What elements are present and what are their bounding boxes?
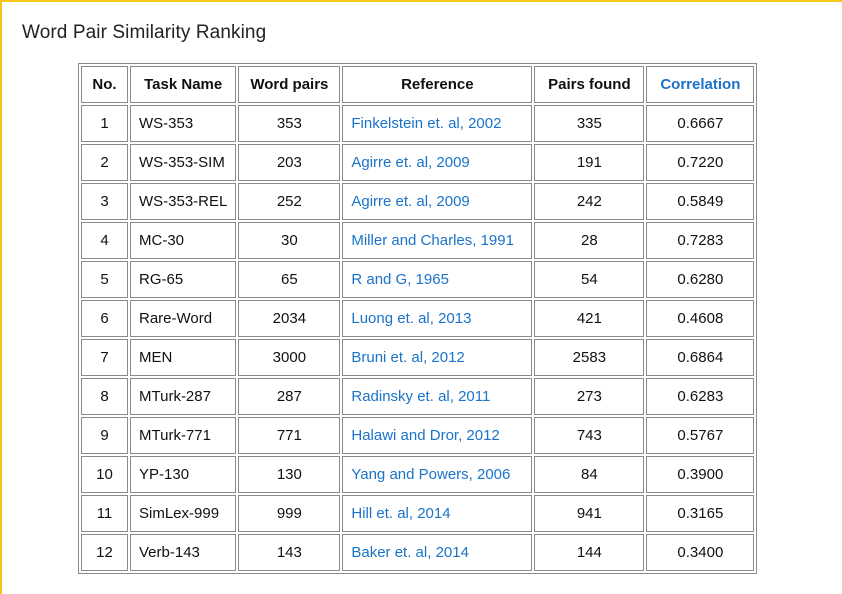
cell-correlation: 0.3400 [646, 534, 755, 571]
reference-link[interactable]: Agirre et. al, 2009 [342, 144, 533, 181]
cell-correlation: 0.7220 [646, 144, 755, 181]
cell-task-name: Rare-Word [130, 300, 237, 337]
cell-task-name: MEN [130, 339, 237, 376]
cell-pairs-found: 335 [534, 105, 645, 142]
cell-word-pairs: 65 [238, 261, 341, 298]
cell-correlation: 0.4608 [646, 300, 755, 337]
table-header: No. Task Name Word pairs Reference Pairs… [81, 66, 755, 103]
cell-word-pairs: 130 [238, 456, 341, 493]
cell-correlation: 0.3165 [646, 495, 755, 532]
cell-word-pairs: 3000 [238, 339, 341, 376]
cell-task-name: MTurk-287 [130, 378, 237, 415]
cell-task-name: RG-65 [130, 261, 237, 298]
table-row: 3 WS-353-REL 252 Agirre et. al, 2009 242… [81, 183, 755, 220]
reference-link[interactable]: R and G, 1965 [342, 261, 533, 298]
header-task-name: Task Name [130, 66, 237, 103]
cell-no: 1 [81, 105, 128, 142]
cell-correlation: 0.5849 [646, 183, 755, 220]
reference-link[interactable]: Finkelstein et. al, 2002 [342, 105, 533, 142]
reference-link[interactable]: Radinsky et. al, 2011 [342, 378, 533, 415]
left-accent-border [0, 0, 2, 594]
cell-correlation: 0.5767 [646, 417, 755, 454]
header-no: No. [81, 66, 128, 103]
reference-link[interactable]: Bruni et. al, 2012 [342, 339, 533, 376]
cell-no: 9 [81, 417, 128, 454]
cell-pairs-found: 2583 [534, 339, 645, 376]
cell-no: 7 [81, 339, 128, 376]
cell-task-name: YP-130 [130, 456, 237, 493]
cell-pairs-found: 84 [534, 456, 645, 493]
cell-word-pairs: 353 [238, 105, 341, 142]
cell-task-name: MC-30 [130, 222, 237, 259]
cell-task-name: SimLex-999 [130, 495, 237, 532]
cell-correlation: 0.6667 [646, 105, 755, 142]
cell-task-name: Verb-143 [130, 534, 237, 571]
table-row: 2 WS-353-SIM 203 Agirre et. al, 2009 191… [81, 144, 755, 181]
cell-no: 8 [81, 378, 128, 415]
cell-word-pairs: 287 [238, 378, 341, 415]
cell-correlation: 0.3900 [646, 456, 755, 493]
reference-link[interactable]: Luong et. al, 2013 [342, 300, 533, 337]
cell-word-pairs: 143 [238, 534, 341, 571]
table-row: 6 Rare-Word 2034 Luong et. al, 2013 421 … [81, 300, 755, 337]
header-row: No. Task Name Word pairs Reference Pairs… [81, 66, 755, 103]
cell-no: 6 [81, 300, 128, 337]
cell-pairs-found: 941 [534, 495, 645, 532]
cell-correlation: 0.7283 [646, 222, 755, 259]
reference-link[interactable]: Miller and Charles, 1991 [342, 222, 533, 259]
table-row: 7 MEN 3000 Bruni et. al, 2012 2583 0.686… [81, 339, 755, 376]
cell-pairs-found: 28 [534, 222, 645, 259]
top-accent-border [0, 0, 842, 2]
header-word-pairs: Word pairs [238, 66, 341, 103]
cell-word-pairs: 30 [238, 222, 341, 259]
table-row: 1 WS-353 353 Finkelstein et. al, 2002 33… [81, 105, 755, 142]
cell-word-pairs: 999 [238, 495, 341, 532]
cell-correlation: 0.6864 [646, 339, 755, 376]
table-row: 4 MC-30 30 Miller and Charles, 1991 28 0… [81, 222, 755, 259]
cell-pairs-found: 421 [534, 300, 645, 337]
cell-word-pairs: 2034 [238, 300, 341, 337]
table-row: 11 SimLex-999 999 Hill et. al, 2014 941 … [81, 495, 755, 532]
cell-task-name: WS-353-REL [130, 183, 237, 220]
reference-link[interactable]: Yang and Powers, 2006 [342, 456, 533, 493]
table-row: 12 Verb-143 143 Baker et. al, 2014 144 0… [81, 534, 755, 571]
cell-correlation: 0.6283 [646, 378, 755, 415]
cell-word-pairs: 771 [238, 417, 341, 454]
cell-word-pairs: 203 [238, 144, 341, 181]
cell-no: 5 [81, 261, 128, 298]
reference-link[interactable]: Hill et. al, 2014 [342, 495, 533, 532]
cell-task-name: WS-353-SIM [130, 144, 237, 181]
cell-no: 10 [81, 456, 128, 493]
cell-pairs-found: 144 [534, 534, 645, 571]
header-pairs-found: Pairs found [534, 66, 645, 103]
header-reference: Reference [342, 66, 533, 103]
table-row: 5 RG-65 65 R and G, 1965 54 0.6280 [81, 261, 755, 298]
cell-pairs-found: 54 [534, 261, 645, 298]
cell-pairs-found: 273 [534, 378, 645, 415]
page-title: Word Pair Similarity Ranking [22, 22, 267, 43]
cell-no: 12 [81, 534, 128, 571]
cell-no: 3 [81, 183, 128, 220]
cell-task-name: MTurk-771 [130, 417, 237, 454]
cell-no: 4 [81, 222, 128, 259]
cell-pairs-found: 242 [534, 183, 645, 220]
table-body: 1 WS-353 353 Finkelstein et. al, 2002 33… [81, 105, 755, 571]
table-row: 10 YP-130 130 Yang and Powers, 2006 84 0… [81, 456, 755, 493]
ranking-table: No. Task Name Word pairs Reference Pairs… [78, 63, 758, 574]
cell-no: 2 [81, 144, 128, 181]
cell-word-pairs: 252 [238, 183, 341, 220]
cell-no: 11 [81, 495, 128, 532]
reference-link[interactable]: Baker et. al, 2014 [342, 534, 533, 571]
reference-link[interactable]: Halawi and Dror, 2012 [342, 417, 533, 454]
reference-link[interactable]: Agirre et. al, 2009 [342, 183, 533, 220]
cell-correlation: 0.6280 [646, 261, 755, 298]
cell-pairs-found: 191 [534, 144, 645, 181]
header-correlation-sort-link[interactable]: Correlation [646, 66, 755, 103]
table-row: 8 MTurk-287 287 Radinsky et. al, 2011 27… [81, 378, 755, 415]
cell-pairs-found: 743 [534, 417, 645, 454]
cell-task-name: WS-353 [130, 105, 237, 142]
table-row: 9 MTurk-771 771 Halawi and Dror, 2012 74… [81, 417, 755, 454]
